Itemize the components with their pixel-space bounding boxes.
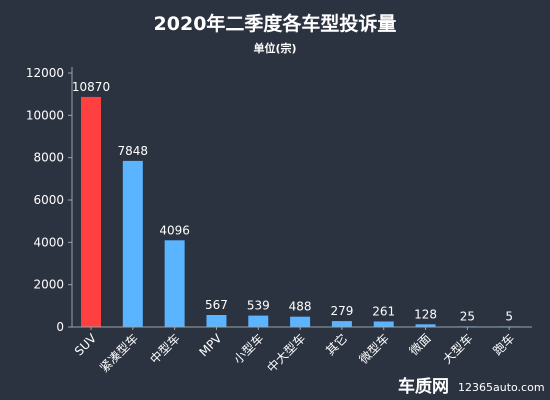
bar-5 (248, 315, 269, 327)
bar-group (81, 96, 520, 327)
value-labels: 10870 7848 4096 567 539 488 279 261 128 25 5 (72, 80, 513, 323)
watermark-logo: 车质网 (398, 376, 449, 397)
bar-3 (164, 240, 185, 327)
data-label-4: 567 (205, 298, 228, 312)
watermark-site: 12365auto.com (458, 381, 545, 394)
chart-subtitle: 单位(宗) (253, 41, 296, 55)
bar-2 (122, 160, 143, 327)
bar-4 (206, 314, 227, 327)
x-tick-label-5: 小型车 (230, 331, 266, 367)
x-tick-label-6: 中大型车 (264, 331, 309, 376)
data-label-8: 261 (372, 304, 395, 318)
data-label-6: 488 (289, 300, 312, 314)
watermark: 车质网 12365auto.com (398, 376, 545, 397)
y-tick-label: 6000 (33, 193, 64, 207)
data-label-3: 4096 (159, 223, 190, 237)
bar-9 (415, 324, 436, 327)
chart-title: 2020年二季度各车型投诉量 (154, 12, 397, 35)
y-tick-label: 0 (56, 320, 64, 334)
data-label-7: 279 (330, 304, 353, 318)
x-tick-label-11: 跑车 (490, 331, 518, 359)
x-tick-label-10: 大型车 (439, 331, 475, 367)
bar-7 (331, 321, 352, 327)
x-tick-label-9: 微面 (407, 331, 434, 358)
y-axis: 0 2000 4000 6000 8000 10000 12000 (26, 66, 73, 334)
y-tick-label: 2000 (33, 278, 64, 292)
y-tick-label: 4000 (33, 235, 64, 249)
data-label-2: 7848 (118, 144, 149, 158)
x-tick-label-3: 中型车 (147, 331, 183, 367)
x-tick-label-4: MPV (196, 331, 225, 360)
data-label-1: 10870 (72, 80, 110, 94)
y-tick-label: 12000 (26, 66, 64, 80)
bar-8 (373, 321, 394, 327)
x-tick-label-2: 紧凑型车 (96, 331, 141, 376)
x-tick-label-1: SUV (72, 331, 100, 359)
y-tick-label: 8000 (33, 151, 64, 165)
x-tick-label-8: 微型车 (356, 331, 392, 367)
data-label-5: 539 (247, 299, 270, 313)
x-tick-label-7: 其它 (322, 331, 350, 359)
bar-6 (290, 316, 311, 327)
data-label-11: 5 (505, 309, 513, 323)
data-label-9: 128 (414, 307, 437, 321)
data-label-10: 25 (460, 309, 475, 323)
bar-1 (81, 96, 101, 327)
y-tick-label: 10000 (26, 108, 64, 122)
